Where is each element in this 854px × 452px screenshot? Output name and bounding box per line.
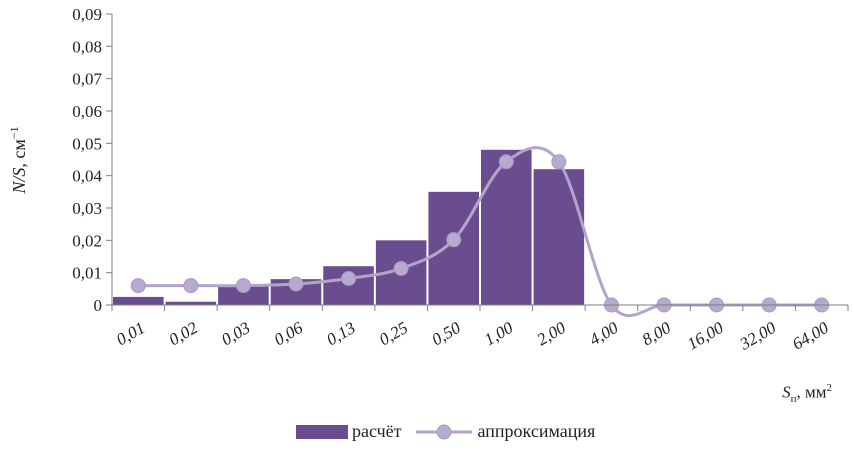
x-tick-label: 64,00 <box>789 318 832 354</box>
x-tick-label: 0,02 <box>166 318 202 350</box>
x-axis-label-unit: , мм <box>796 382 827 402</box>
legend-item-line: аппроксимация <box>414 421 596 442</box>
x-tick-label: 0,01 <box>113 318 148 349</box>
bar <box>533 169 585 305</box>
legend-line-icon <box>415 424 472 439</box>
x-tick-label: 2,00 <box>534 318 570 350</box>
line-point <box>551 154 567 170</box>
bar <box>113 296 164 305</box>
x-axis-label-sub: п <box>790 393 797 406</box>
x-axis-label-sup: 2 <box>826 382 833 394</box>
legend-bar-swatch <box>296 424 348 439</box>
line-point <box>393 260 409 276</box>
legend: расчёт аппроксимация <box>296 421 595 442</box>
x-tick-label: 0,03 <box>218 318 253 349</box>
y-axis-label-italic: N/S <box>9 168 29 195</box>
legend-bars-label: расчёт <box>352 421 402 441</box>
x-axis-label-italic: S <box>782 382 791 402</box>
line-point <box>235 278 251 294</box>
y-axis-label: N/S, см−1 <box>7 126 29 194</box>
line-point <box>498 154 514 170</box>
x-axis-label: Sп, мм2 <box>782 382 832 405</box>
axes <box>111 14 848 306</box>
y-tick-label: 0,01 <box>72 264 102 283</box>
legend-line-label: аппроксимация <box>477 421 596 441</box>
line-point <box>183 278 199 294</box>
y-tick-label: 0,04 <box>72 167 102 186</box>
line-point <box>130 278 146 294</box>
x-axis-ticks: 0,01 0,02 0,03 0,06 0,13 0,25 0,50 1,00 2,00 4,00… <box>111 305 849 354</box>
line-point <box>288 276 304 292</box>
y-tick-label: 0,08 <box>72 37 102 56</box>
x-tick-label: 8,00 <box>639 318 675 350</box>
y-axis-label-unit: , см <box>9 139 29 167</box>
y-tick-label: 0,05 <box>72 134 102 153</box>
y-axis-label-sup: −1 <box>7 126 21 139</box>
line-point <box>446 232 462 248</box>
x-tick-label: 0,13 <box>323 318 358 349</box>
bar <box>218 285 269 305</box>
x-tick-label: 1,00 <box>481 318 517 350</box>
y-tick-label: 0,09 <box>72 5 102 24</box>
legend-item-bars: расчёт <box>296 421 402 442</box>
x-tick-label: 0,06 <box>271 318 307 350</box>
y-axis-ticks: 0 0,01 0,02 0,03 0,04 0,05 0,06 0,07 0,08 0,09 <box>72 5 112 315</box>
x-tick-label: 4,00 <box>586 318 622 350</box>
y-tick-label: 0,02 <box>72 231 102 250</box>
y-tick-label: 0,06 <box>72 102 102 121</box>
y-tick-label: 0,07 <box>72 70 102 89</box>
x-tick-label: 16,00 <box>684 318 727 354</box>
line-point <box>341 270 357 286</box>
x-tick-label: 0,25 <box>376 318 411 349</box>
bar <box>481 149 532 305</box>
y-tick-label: 0,03 <box>72 199 102 218</box>
bar <box>428 191 479 305</box>
x-tick-label: 0,50 <box>428 318 464 350</box>
bar <box>165 301 217 305</box>
y-tick-label: 0 <box>94 296 103 315</box>
x-tick-label: 32,00 <box>736 318 780 354</box>
